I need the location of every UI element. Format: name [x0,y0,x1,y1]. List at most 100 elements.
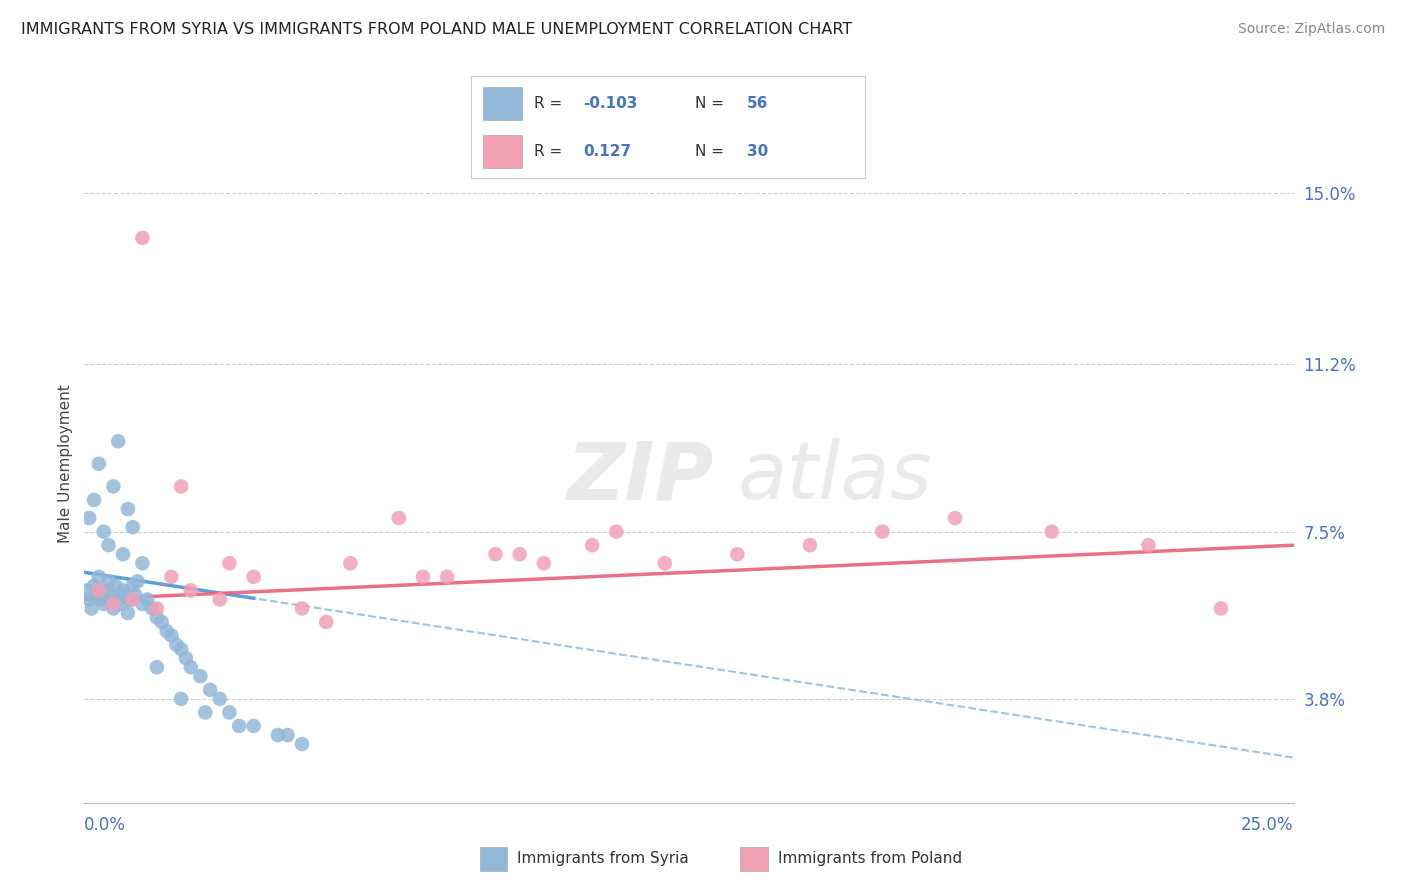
Point [100,588,122,602]
Point [943,511,966,525]
Point [136,592,159,607]
Point [170,642,193,657]
Point [1040,524,1063,539]
Point [581,538,603,552]
Point [218,556,240,570]
Bar [482,136,522,168]
Point [1137,538,1160,552]
Text: 30: 30 [747,145,768,160]
Point [208,592,231,607]
Point [83,579,105,593]
Point [484,547,506,561]
Point [131,597,153,611]
Point [170,479,193,493]
Point [121,592,143,607]
Text: Immigrants from Syria: Immigrants from Syria [517,852,689,866]
Point [110,597,132,611]
Text: N =: N = [696,96,730,111]
Point [103,479,125,493]
Point [120,592,142,607]
Point [160,570,183,584]
Point [242,719,264,733]
Point [93,524,115,539]
Point [103,597,125,611]
Point [208,691,231,706]
Point [412,570,434,584]
Point [155,624,177,638]
Point [87,583,110,598]
Point [218,706,240,720]
Point [339,556,361,570]
Point [242,570,264,584]
Point [388,511,411,525]
Point [112,583,135,598]
Point [146,610,169,624]
Point [315,615,337,629]
Point [83,493,105,508]
Point [180,660,202,674]
Point [80,601,103,615]
Point [90,592,112,607]
Point [654,556,676,570]
Point [436,570,458,584]
Point [104,579,127,593]
Point [93,597,115,611]
Point [509,547,531,561]
Point [86,588,108,602]
Point [114,588,136,602]
Point [291,737,314,751]
Point [124,588,146,602]
Text: atlas: atlas [737,438,932,516]
Point [87,457,110,471]
Text: 0.127: 0.127 [583,145,631,160]
Point [94,583,117,598]
Point [194,706,217,720]
Text: Immigrants from Poland: Immigrants from Poland [778,852,962,866]
Point [276,728,298,742]
Point [131,231,153,245]
Point [121,579,143,593]
Point [117,502,139,516]
Point [174,651,197,665]
Point [180,583,202,598]
Text: IMMIGRANTS FROM SYRIA VS IMMIGRANTS FROM POLAND MALE UNEMPLOYMENT CORRELATION CH: IMMIGRANTS FROM SYRIA VS IMMIGRANTS FROM… [21,22,852,37]
Text: R =: R = [534,96,567,111]
Point [117,606,139,620]
Point [87,570,110,584]
Point [97,538,120,552]
Point [127,574,149,589]
Text: 0.0%: 0.0% [84,816,127,834]
Point [267,728,290,742]
Point [533,556,555,570]
Point [725,547,748,561]
Text: R =: R = [534,145,567,160]
Point [291,601,314,615]
Point [170,691,193,706]
Text: Source: ZipAtlas.com: Source: ZipAtlas.com [1237,22,1385,37]
Point [131,556,153,570]
Text: 25.0%: 25.0% [1241,816,1294,834]
Point [228,719,250,733]
Text: ZIP: ZIP [565,438,713,516]
Point [76,583,98,598]
Point [141,601,163,615]
Point [1209,601,1232,615]
Point [103,601,125,615]
Point [77,511,100,525]
Point [198,682,221,697]
Point [190,669,212,683]
Point [77,592,100,607]
Point [97,574,120,589]
Point [605,524,627,539]
Point [107,592,129,607]
Point [146,601,169,615]
Text: N =: N = [696,145,730,160]
Point [121,520,143,534]
Point [150,615,173,629]
Point [107,434,129,449]
Y-axis label: Male Unemployment: Male Unemployment [58,384,73,543]
Point [160,629,183,643]
Point [165,638,187,652]
Text: 56: 56 [747,96,768,111]
Point [799,538,821,552]
